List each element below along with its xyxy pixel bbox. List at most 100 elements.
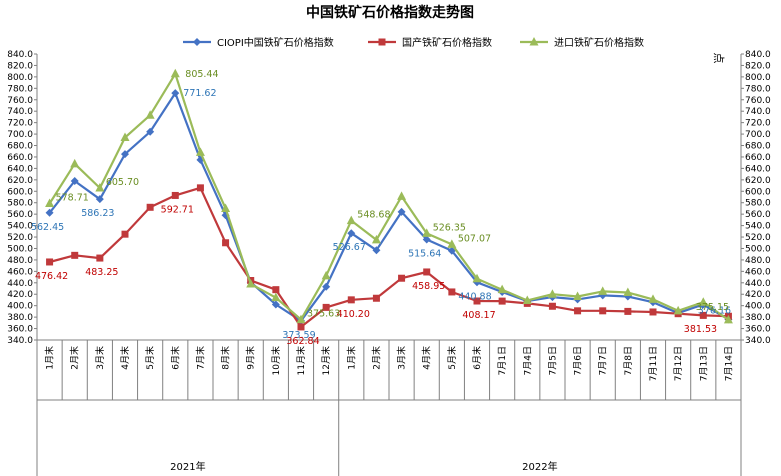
triangle-marker (321, 270, 331, 280)
y-tick-label-right: 560.0 (745, 210, 771, 220)
y-tick-label-right: 700.0 (745, 130, 771, 140)
triangle-marker (447, 239, 457, 248)
triangle-marker (623, 287, 633, 297)
square-marker (699, 311, 707, 319)
x-tick-label: 2月末 (69, 346, 81, 370)
y-tick-label-right: 420.0 (745, 290, 771, 300)
y-tick-label: 820.0 (7, 61, 33, 71)
legend-label: 国产铁矿石价格指数 (402, 36, 492, 49)
series-line (48, 91, 729, 322)
triangle-marker (45, 198, 55, 207)
square-marker (196, 184, 204, 192)
x-tick-label: 3月末 (94, 346, 106, 370)
triangle-marker (371, 234, 381, 244)
square-marker (372, 294, 380, 302)
x-tick-label: 5月末 (446, 346, 458, 370)
data-label: 771.62 (183, 88, 216, 99)
y-tick-label: 840.0 (7, 50, 33, 60)
y-tick-label-right: 340.0 (745, 336, 771, 346)
y-tick-label-right: 820.0 (745, 61, 771, 71)
data-label: 507.07 (458, 233, 491, 244)
diamond-marker (95, 195, 104, 204)
x-tick-label: 7月末 (194, 346, 206, 370)
x-tick-label: 7月11日 (648, 346, 659, 381)
triangle-marker (397, 191, 407, 200)
square-marker (46, 258, 54, 266)
x-tick-label: 7月12日 (673, 346, 684, 381)
data-label: 805.44 (185, 69, 218, 80)
triangle-marker (70, 158, 80, 168)
y-tick-label-right: 760.0 (745, 96, 771, 106)
y-tick-label: 560.0 (7, 210, 33, 220)
y-tick-label: 620.0 (7, 176, 33, 186)
x-tick-label: 4月末 (421, 346, 433, 370)
data-label: 515.64 (408, 249, 441, 260)
data-label: 440.88 (458, 291, 491, 302)
data-label: 526.67 (333, 242, 366, 253)
chart-title: 中国铁矿石价格指数走势图 (306, 4, 474, 21)
x-tick-label: 7月14日 (723, 346, 734, 381)
x-tick-label: 7月13日 (698, 346, 709, 381)
y-tick-label: 780.0 (7, 84, 33, 94)
triangle-marker (673, 305, 683, 315)
y-tick-label-right: 720.0 (745, 119, 771, 129)
x-tick-label: 8月末 (220, 346, 232, 370)
triangle-marker (95, 183, 105, 192)
y-tick-label-right: 440.0 (745, 279, 771, 289)
triangle-marker (271, 292, 281, 302)
data-label: 476.42 (35, 271, 68, 282)
diamond-marker (171, 89, 180, 98)
triangle-marker (497, 284, 507, 294)
square-marker (146, 203, 154, 211)
y-tick-label-right: 480.0 (745, 256, 771, 266)
y-tick-label-right: 740.0 (745, 107, 771, 117)
square-marker (71, 251, 79, 259)
diamond-marker (322, 282, 331, 291)
square-marker (498, 297, 506, 305)
x-tick-label: 6月末 (169, 346, 181, 370)
square-marker (599, 307, 607, 315)
triangle-marker (723, 314, 733, 324)
triangle-marker (648, 294, 658, 303)
y-tick-label: 500.0 (7, 244, 33, 254)
x-tick-label: 2月末 (370, 346, 382, 370)
y-tick-label-right: 680.0 (745, 142, 771, 152)
x-tick-label: 7月6日 (573, 346, 584, 375)
y-tick-label-right: 660.0 (745, 153, 771, 163)
y-tick-label: 600.0 (7, 187, 33, 197)
y-tick-label: 400.0 (7, 302, 33, 312)
diamond-marker (271, 300, 280, 309)
y-tick-label: 360.0 (7, 325, 33, 335)
y-tick-label-right: 780.0 (745, 84, 771, 94)
data-label: 548.68 (357, 210, 390, 221)
diamond-marker (422, 235, 431, 244)
square-marker (297, 323, 305, 331)
triangle-marker (346, 215, 356, 225)
data-label: 381.53 (684, 324, 717, 335)
square-marker (649, 308, 657, 316)
x-tick-label: 7月5日 (547, 346, 558, 375)
triangle-marker (195, 147, 205, 156)
series-line (49, 186, 729, 328)
x-tick-label: 1月末 (44, 346, 56, 370)
y-tick-label: 660.0 (7, 153, 33, 163)
y-tick-label: 680.0 (7, 142, 33, 152)
x-tick-label: 7月7日 (598, 346, 609, 375)
data-label: 375.63 (307, 309, 340, 320)
x-tick-label: 7月4日 (522, 346, 533, 375)
series-layer (45, 68, 733, 331)
square-marker (473, 297, 481, 305)
year-group-label: 2021年 (170, 460, 205, 473)
legend-item-1: 国产铁矿石价格指数 (368, 36, 492, 49)
y-tick-label-right: 460.0 (745, 267, 771, 277)
y-tick-label-right: 500.0 (745, 244, 771, 254)
triangle-marker (522, 295, 532, 305)
triangle-marker (221, 203, 231, 212)
diamond-marker (45, 208, 54, 217)
diamond-marker (70, 176, 79, 185)
triangle-marker (170, 68, 180, 78)
square-marker (448, 288, 456, 296)
square-marker (574, 307, 582, 315)
